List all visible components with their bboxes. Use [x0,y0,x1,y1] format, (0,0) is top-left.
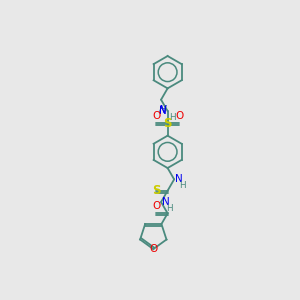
Text: N: N [159,106,167,116]
Text: H: H [167,204,173,213]
Text: O: O [152,111,160,121]
Text: O: O [152,201,160,211]
Text: N: N [158,105,166,115]
Text: O: O [175,111,183,121]
Text: N: N [175,174,183,184]
Text: S: S [164,117,172,130]
Text: N: N [162,197,170,207]
Text: H: H [179,181,186,190]
Text: H: H [169,112,176,122]
Text: H: H [158,105,166,115]
Text: O: O [149,244,158,254]
Text: S: S [152,184,160,197]
